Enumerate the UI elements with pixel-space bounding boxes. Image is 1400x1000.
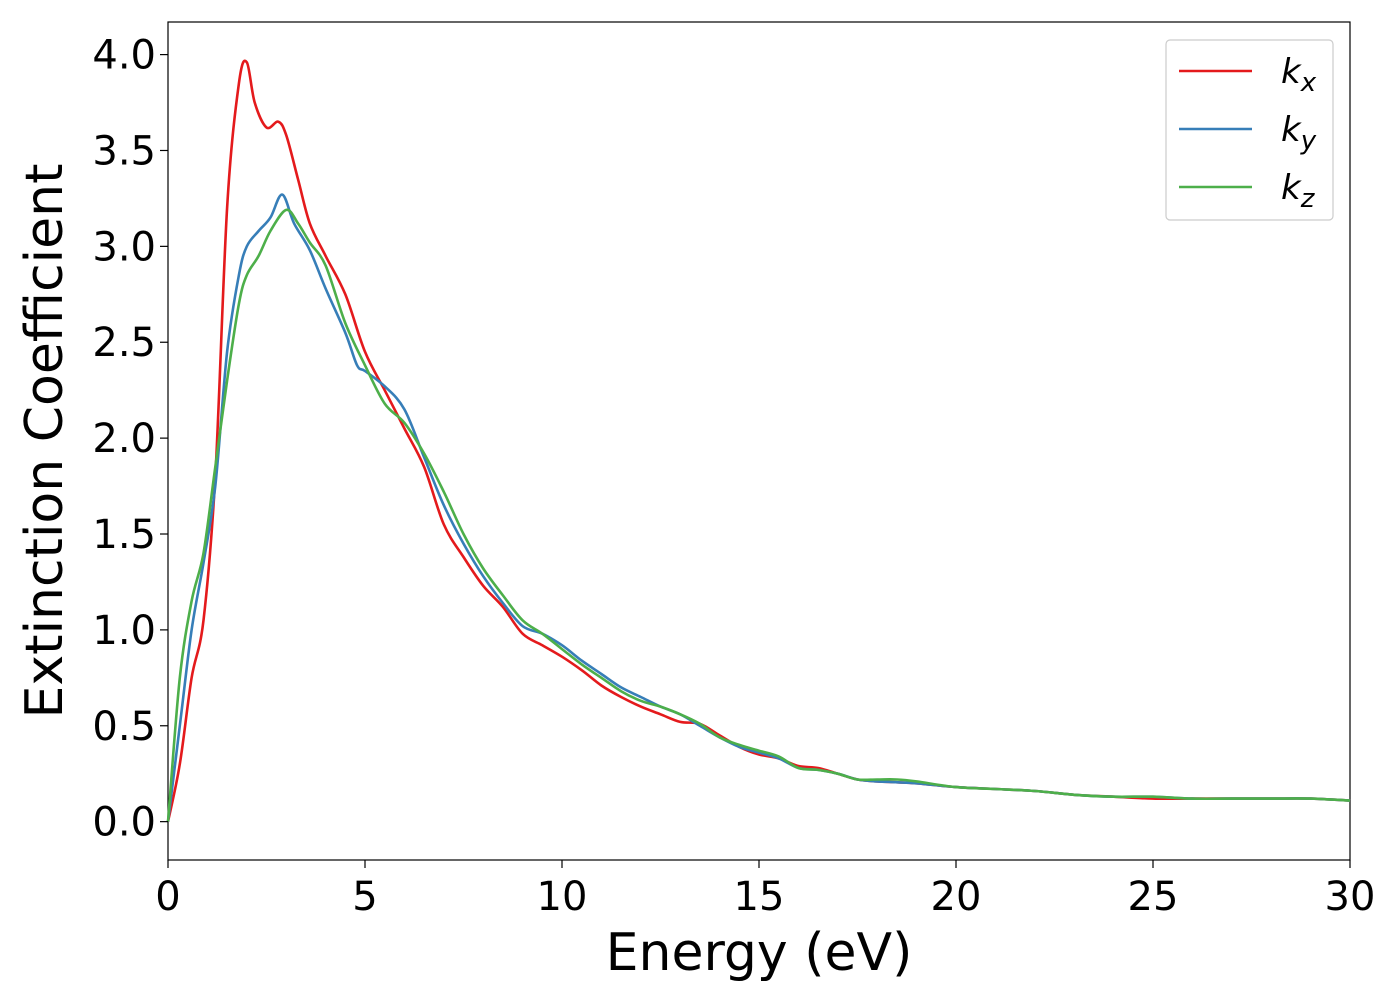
series-line-ky [166,193,1351,822]
y-tick-label: 1.0 [92,608,156,654]
y-tick-label: 3.0 [92,224,156,270]
series-line-kz [166,208,1351,822]
x-tick-label: 30 [1325,874,1376,920]
series-layer [166,59,1351,822]
y-tick-label: 0.0 [92,800,156,846]
y-tick-label: 3.5 [92,128,156,174]
y-tick-label: 0.5 [92,704,156,750]
y-tick-label: 4.0 [92,33,156,79]
x-axis-title: Energy (eV) [606,923,913,983]
x-tick-label: 15 [734,874,785,920]
x-axis: 0 5 10 15 20 25 30 [155,860,1375,920]
y-axis: 0.0 0.5 1.0 1.5 2.0 2.5 3.0 3.5 4.0 [92,33,168,846]
x-tick-label: 5 [352,874,377,920]
x-tick-label: 0 [155,874,180,920]
y-tick-label: 1.5 [92,512,156,558]
y-tick-label: 2.0 [92,416,156,462]
y-axis-title: Extinction Coefficient [15,164,75,719]
x-tick-label: 20 [931,874,982,920]
y-tick-label: 2.5 [92,320,156,366]
x-tick-label: 10 [537,874,588,920]
x-tick-label: 25 [1128,874,1179,920]
